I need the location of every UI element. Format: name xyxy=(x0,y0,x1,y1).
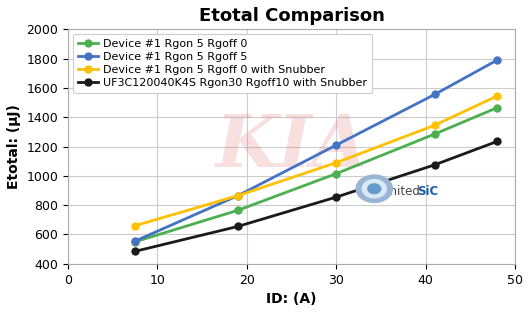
Device #1 Rgon 5 Rgoff 0 with Snubber xyxy=(132,224,138,228)
Title: Etotal Comparison: Etotal Comparison xyxy=(199,7,384,25)
Device #1 Rgon 5 Rgoff 5 xyxy=(431,93,438,96)
Device #1 Rgon 5 Rgoff 0 with Snubber xyxy=(494,94,500,98)
UF3C120040K4S Rgon30 Rgoff10 with Snubber xyxy=(333,195,339,199)
Device #1 Rgon 5 Rgoff 0 with Snubber xyxy=(235,194,241,198)
Device #1 Rgon 5 Rgoff 0 with Snubber xyxy=(333,161,339,165)
Y-axis label: Etotal: (μJ): Etotal: (μJ) xyxy=(7,104,21,189)
Device #1 Rgon 5 Rgoff 0 xyxy=(132,240,138,244)
Device #1 Rgon 5 Rgoff 0 xyxy=(431,132,438,136)
Line: Device #1 Rgon 5 Rgoff 0 with Snubber: Device #1 Rgon 5 Rgoff 0 with Snubber xyxy=(131,92,501,229)
Device #1 Rgon 5 Rgoff 0 xyxy=(235,208,241,212)
UF3C120040K4S Rgon30 Rgoff10 with Snubber xyxy=(494,140,500,143)
Device #1 Rgon 5 Rgoff 0 with Snubber xyxy=(431,123,438,127)
Line: UF3C120040K4S Rgon30 Rgoff10 with Snubber: UF3C120040K4S Rgon30 Rgoff10 with Snubbe… xyxy=(131,138,501,255)
Line: Device #1 Rgon 5 Rgoff 5: Device #1 Rgon 5 Rgoff 5 xyxy=(131,57,501,244)
UF3C120040K4S Rgon30 Rgoff10 with Snubber xyxy=(431,163,438,167)
Text: United: United xyxy=(381,185,420,198)
Device #1 Rgon 5 Rgoff 5 xyxy=(333,143,339,147)
Device #1 Rgon 5 Rgoff 0 xyxy=(494,106,500,110)
Text: KIA: KIA xyxy=(215,111,368,182)
Device #1 Rgon 5 Rgoff 5 xyxy=(235,194,241,198)
Legend: Device #1 Rgon 5 Rgoff 0, Device #1 Rgon 5 Rgoff 5, Device #1 Rgon 5 Rgoff 0 wit: Device #1 Rgon 5 Rgoff 0, Device #1 Rgon… xyxy=(73,34,372,93)
X-axis label: ID: (A): ID: (A) xyxy=(267,292,317,306)
Line: Device #1 Rgon 5 Rgoff 0: Device #1 Rgon 5 Rgoff 0 xyxy=(131,104,501,245)
Device #1 Rgon 5 Rgoff 0 xyxy=(333,172,339,176)
UF3C120040K4S Rgon30 Rgoff10 with Snubber xyxy=(132,249,138,253)
Device #1 Rgon 5 Rgoff 5 xyxy=(132,239,138,243)
Text: SiC: SiC xyxy=(418,185,439,198)
Device #1 Rgon 5 Rgoff 5 xyxy=(494,58,500,62)
UF3C120040K4S Rgon30 Rgoff10 with Snubber xyxy=(235,224,241,228)
